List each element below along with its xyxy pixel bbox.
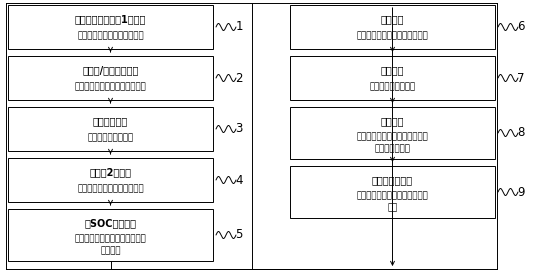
Text: 束氮气保持时间: 束氮气保持时间: [375, 144, 410, 153]
Text: 控制环境温度、时间: 控制环境温度、时间: [87, 133, 134, 142]
Bar: [8, 158, 213, 202]
Text: 电池注液静置后第1次整平: 电池注液静置后第1次整平: [75, 14, 146, 25]
Text: 次数: 次数: [388, 203, 398, 212]
Bar: [8, 56, 213, 100]
Text: 7: 7: [517, 72, 525, 85]
Text: 真空封口: 真空封口: [381, 117, 404, 127]
Text: 化成满电充放电: 化成满电充放电: [372, 176, 413, 186]
Bar: [8, 5, 213, 49]
Text: 约束压力、约束温度、约束时间: 约束压力、约束温度、约束时间: [357, 31, 429, 40]
Text: 高温陈化浸润: 高温陈化浸润: [93, 117, 128, 126]
Text: 电池第2次整平: 电池第2次整平: [89, 168, 132, 177]
Bar: [8, 209, 213, 261]
Bar: [290, 166, 495, 218]
Text: 常温老化: 常温老化: [381, 66, 404, 76]
Text: 3: 3: [236, 123, 243, 135]
Text: 8: 8: [517, 126, 524, 140]
Text: 低SOC化成充电: 低SOC化成充电: [85, 219, 136, 229]
Bar: [290, 5, 495, 49]
Text: 约束压力、约束温度、约束电流: 约束压力、约束温度、约束电流: [74, 234, 147, 243]
Text: 1: 1: [235, 20, 243, 34]
Bar: [290, 107, 495, 159]
Text: 约束电流、约束电压、约束时间: 约束电流、约束电压、约束时间: [74, 82, 147, 91]
Text: 约束温度、约束时间: 约束温度、约束时间: [369, 82, 416, 91]
Text: 约束电压、约束电流、约束循环: 约束电压、约束电流、约束循环: [357, 191, 429, 200]
Text: 2: 2: [235, 72, 243, 85]
Bar: [290, 56, 495, 100]
Text: 约束时间、约束温度、约束力: 约束时间、约束温度、约束力: [77, 184, 144, 193]
Text: 5: 5: [236, 229, 243, 242]
Text: 4: 4: [235, 174, 243, 186]
Bar: [8, 107, 213, 151]
Text: 约束真空度、约束保压时间、约: 约束真空度、约束保压时间、约: [357, 132, 429, 141]
Text: 9: 9: [517, 185, 525, 198]
Text: 6: 6: [517, 20, 525, 34]
Text: 约束时间、约束温度、约束力: 约束时间、约束温度、约束力: [77, 31, 144, 40]
Text: 约束电压: 约束电压: [100, 246, 121, 255]
Text: 高温老化: 高温老化: [381, 14, 404, 25]
Text: 防护性/预防性预充电: 防护性/预防性预充电: [82, 66, 139, 76]
